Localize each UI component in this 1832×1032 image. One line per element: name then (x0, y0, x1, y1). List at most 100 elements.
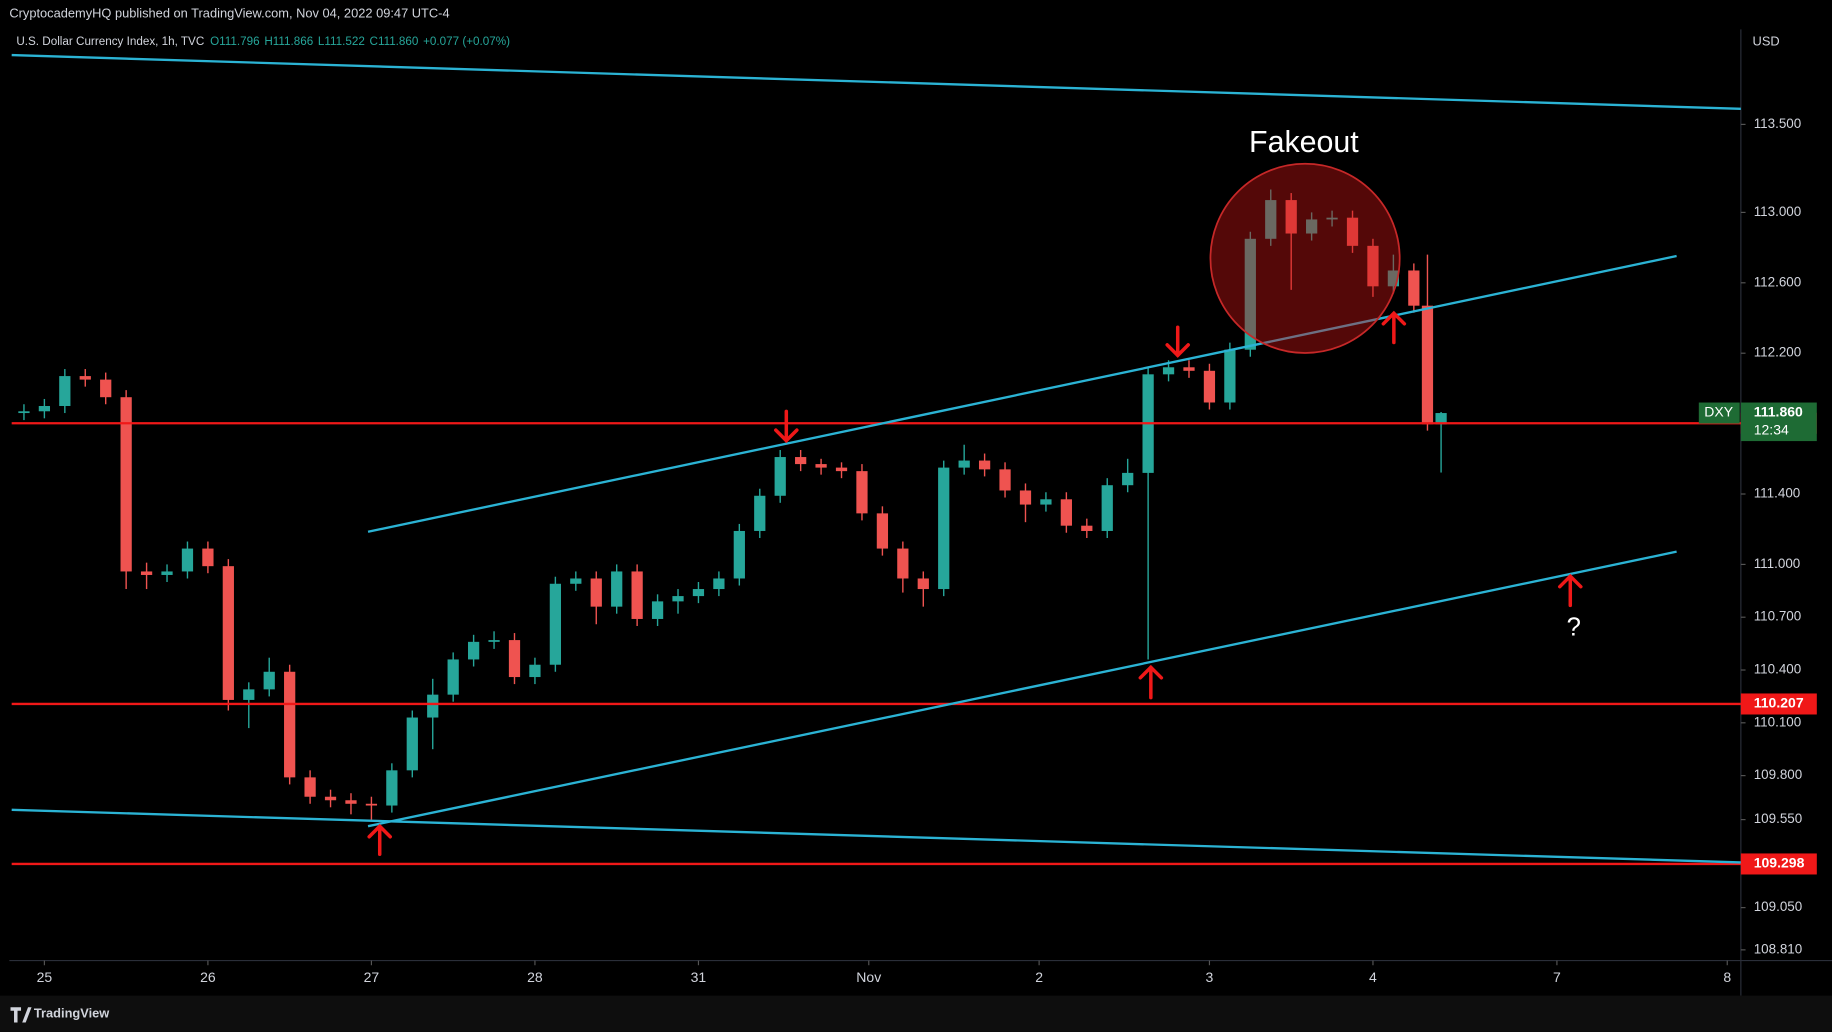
footer-bar (0, 995, 1832, 1032)
candle-body (284, 671, 296, 778)
y-tick-label: 112.600 (1754, 274, 1802, 289)
candle-body (1060, 499, 1072, 526)
candle-body (856, 471, 868, 514)
candle-body (161, 571, 173, 575)
arrows (367, 310, 1583, 856)
y-tick-label: 110.100 (1754, 714, 1802, 729)
candle-body (467, 641, 480, 660)
legend-high: H111.866 (264, 35, 313, 48)
last-price-tag (1740, 402, 1817, 442)
level-tag (1740, 853, 1817, 875)
candle-body (529, 664, 541, 678)
arrow-up (1381, 310, 1407, 345)
x-tick-label: Nov (856, 969, 881, 985)
candle-body (324, 796, 337, 801)
candle-body (79, 376, 91, 380)
candle-body (774, 457, 786, 496)
footer-logo (10, 1007, 32, 1023)
candle-body (1019, 490, 1032, 505)
candle-body (1244, 238, 1256, 350)
trendlines (11, 53, 1741, 864)
candle-body (1122, 472, 1134, 486)
y-tick-label: 111.000 (1754, 556, 1801, 571)
x-tick-label: 27 (364, 969, 380, 985)
candle-body (611, 571, 623, 607)
legend-low: L111.522 (318, 35, 365, 48)
candle-body (1183, 367, 1195, 371)
x-tick-label: 7 (1553, 969, 1561, 985)
candle-body (59, 376, 71, 407)
arrow-down (774, 409, 799, 444)
candle-body (365, 803, 378, 806)
candle-body (590, 578, 602, 607)
legend-change: +0.077 (+0.07%) (423, 35, 510, 48)
trendline (367, 550, 1677, 828)
candle-body (1224, 349, 1236, 403)
arrow-up (1558, 573, 1583, 608)
legend-line: U.S. Dollar Currency Index, 1h, TVC O111.… (16, 35, 510, 48)
candle-body (958, 460, 970, 468)
ticker-label: DXY (1704, 404, 1733, 420)
candle-body (427, 694, 439, 718)
candle-body (508, 640, 521, 678)
candle-body (1326, 217, 1338, 220)
trendline (367, 254, 1677, 533)
candle-body (713, 578, 725, 590)
candle-body (978, 460, 991, 470)
candle-body (202, 548, 214, 567)
candle-body (406, 717, 418, 771)
candle-body (1408, 270, 1420, 306)
candle-body (1306, 219, 1318, 234)
candle-body (938, 467, 950, 590)
candle-body (181, 548, 194, 572)
candle-body (570, 578, 582, 584)
y-tick-label: 113.500 (1754, 116, 1802, 131)
x-tick-label: 26 (200, 969, 216, 985)
candles (18, 189, 1447, 820)
candle-body (243, 689, 255, 700)
candle-body (733, 530, 745, 579)
candle-body (1162, 367, 1175, 375)
candle-body (999, 469, 1011, 491)
candle-body (386, 770, 398, 806)
candle-body (100, 379, 112, 398)
candle-body (18, 411, 30, 414)
y-tick-label: 108.810 (1754, 941, 1803, 956)
fakeout-circle (1209, 162, 1401, 354)
y-tick-label: 113.000 (1754, 204, 1802, 219)
candle-body (140, 571, 153, 575)
candle-body (692, 589, 705, 597)
y-tick-label: 110.400 (1754, 662, 1802, 677)
published-line: CryptocademyHQ published on TradingView.… (9, 6, 449, 21)
x-tick-label: 28 (527, 969, 543, 985)
level-tag-label: 109.298 (1754, 855, 1805, 871)
candle-body (1040, 499, 1052, 505)
x-tick-label: 8 (1723, 969, 1731, 985)
x-tick-label: 2 (1035, 969, 1043, 985)
candle-body (651, 601, 664, 619)
x-tick-label: 3 (1206, 969, 1214, 985)
candle-body (754, 495, 766, 531)
legend-symbol: U.S. Dollar Currency Index, 1h, TVC (16, 35, 204, 48)
candle-body (549, 583, 561, 665)
candle-body (222, 566, 234, 700)
candle-body (917, 578, 929, 590)
candle-body (1435, 413, 1447, 425)
axes: 113.500 113.000 112.600 112.200 111.400 111.0… (37, 116, 1817, 985)
ticker-tag (1698, 402, 1740, 424)
x-tick-label: 25 (37, 969, 53, 985)
trendline (11, 808, 1741, 864)
y-tick-label: 109.800 (1754, 767, 1803, 782)
level-tag (1740, 693, 1817, 715)
x-tick-label: 31 (691, 969, 707, 985)
y-tick-label: 111.400 (1754, 486, 1801, 501)
countdown-label: 12:34 (1754, 421, 1789, 437)
trendline (11, 53, 1741, 110)
candle-body (897, 548, 909, 579)
candle-body (263, 671, 275, 690)
candle-body (631, 571, 643, 619)
candle-body (38, 406, 51, 412)
candle-body (795, 457, 807, 465)
